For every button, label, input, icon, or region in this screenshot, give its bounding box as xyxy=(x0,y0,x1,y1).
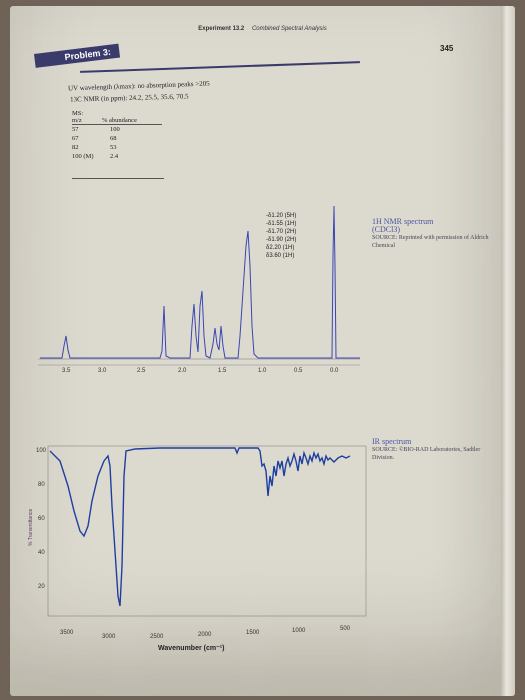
nmr-caption: 1H NMR spectrum (CDCl3) SOURCE: Reprinte… xyxy=(372,218,492,250)
ir-y-tick-label: 40 xyxy=(38,550,45,556)
spectra-figure: 3.5 3.0 2.5 2.0 1.5 1.0 0.5 0.0 100 80 6… xyxy=(36,205,367,640)
ms-mz: 100 (M) xyxy=(72,153,94,160)
ir-y-tick-label: 80 xyxy=(38,482,45,488)
ir-x-axis-label: Wavenumber (cm⁻¹) xyxy=(158,645,225,652)
ir-y-tick-label: 60 xyxy=(38,516,45,522)
peak-label: -δ1.20 (5H) xyxy=(266,213,297,219)
ir-x-tick-label: 1000 xyxy=(292,628,306,634)
ir-x-tick-label: 3000 xyxy=(102,634,116,640)
ir-x-ticks: 3500 3000 2500 2000 1500 1000 500 xyxy=(60,626,351,640)
nmr-peak-labels: -δ1.20 (5H) -δ1.55 (1H) -δ1.70 (2H) -δ1.… xyxy=(266,212,296,260)
ms-col-abundance: % abundance xyxy=(102,117,137,124)
ms-row: 57 100 xyxy=(72,125,162,134)
header-subtitle: Combined Spectral Analysis xyxy=(251,26,327,32)
nmr-caption-solvent: (CDCl3) xyxy=(372,225,400,234)
ir-caption: IR spectrum SOURCE: ©BIO-RAD Laboratorie… xyxy=(372,438,492,462)
peak-label: -δ1.90 (2H) xyxy=(266,237,297,243)
nmr-tick-label: 3.5 xyxy=(62,368,71,374)
ms-mz: 57 xyxy=(72,126,79,133)
ms-row: 100 (M) 2.4 xyxy=(72,152,162,161)
ms-abundance: 100 xyxy=(110,126,120,133)
nmr-caption-source: SOURCE: Reprinted with permission of Ald… xyxy=(372,235,489,249)
nmr-caption-title: 1H NMR spectrum xyxy=(372,217,434,226)
peak-label: -δ1.70 (2H) xyxy=(266,229,297,235)
nmr-tick-label: 0.5 xyxy=(294,368,303,374)
ir-x-tick-label: 2000 xyxy=(198,632,212,638)
peak-label: δ3.60 (1H) xyxy=(266,253,295,259)
ir-x-tick-label: 500 xyxy=(340,626,351,632)
ms-label: MS: xyxy=(72,110,84,117)
ir-x-tick-label: 2500 xyxy=(150,634,164,640)
nmr-tick-label: 1.5 xyxy=(218,368,227,374)
ir-y-ticks: 100 80 60 40 20 xyxy=(36,448,47,590)
textbook-page: Experiment 13.2 Combined Spectral Analys… xyxy=(10,6,515,696)
peak-label: -δ1.55 (1H) xyxy=(266,221,297,227)
ms-col-mz: m/z xyxy=(72,117,82,124)
ms-mz: 82 xyxy=(72,144,79,151)
page-edge xyxy=(501,6,515,696)
ms-abundance: 68 xyxy=(110,135,117,142)
nmr-tick-label: 3.0 xyxy=(98,368,107,374)
ms-table-rule xyxy=(72,178,164,179)
ir-x-tick-label: 1500 xyxy=(246,630,260,636)
ir-y-tick-label: 20 xyxy=(38,584,45,590)
nmr-spectrum-line xyxy=(40,205,360,359)
ms-abundance: 2.4 xyxy=(110,153,119,160)
running-header: Experiment 13.2 Combined Spectral Analys… xyxy=(10,26,515,32)
experiment-label: Experiment 13.2 xyxy=(198,26,245,32)
nmr-axis-ticks: 3.5 3.0 2.5 2.0 1.5 1.0 0.5 0.0 xyxy=(62,368,339,374)
ir-x-tick-label: 3500 xyxy=(60,630,74,636)
nmr-tick-label: 2.0 xyxy=(178,368,187,374)
peak-label: δ2.20 (1H) xyxy=(266,245,295,251)
ir-caption-source: SOURCE: ©BIO-RAD Laboratories, Sadtler D… xyxy=(372,447,481,461)
ir-y-tick-label: 100 xyxy=(36,448,47,454)
ms-row: 82 53 xyxy=(72,143,162,152)
nmr-tick-label: 1.0 xyxy=(258,368,267,374)
ir-caption-title: IR spectrum xyxy=(372,437,412,446)
nmr-tick-label: 2.5 xyxy=(137,368,146,374)
ms-row: 67 68 xyxy=(72,134,162,143)
nmr-tick-label: 0.0 xyxy=(330,368,339,374)
page-number: 345 xyxy=(440,44,454,53)
ms-table: MS: m/z % abundance 57 100 67 68 82 53 1… xyxy=(72,110,162,161)
ir-spectrum-line xyxy=(49,447,351,607)
ms-table-header: m/z % abundance xyxy=(72,117,162,125)
ms-mz: 67 xyxy=(72,135,79,142)
ms-abundance: 53 xyxy=(110,144,117,151)
